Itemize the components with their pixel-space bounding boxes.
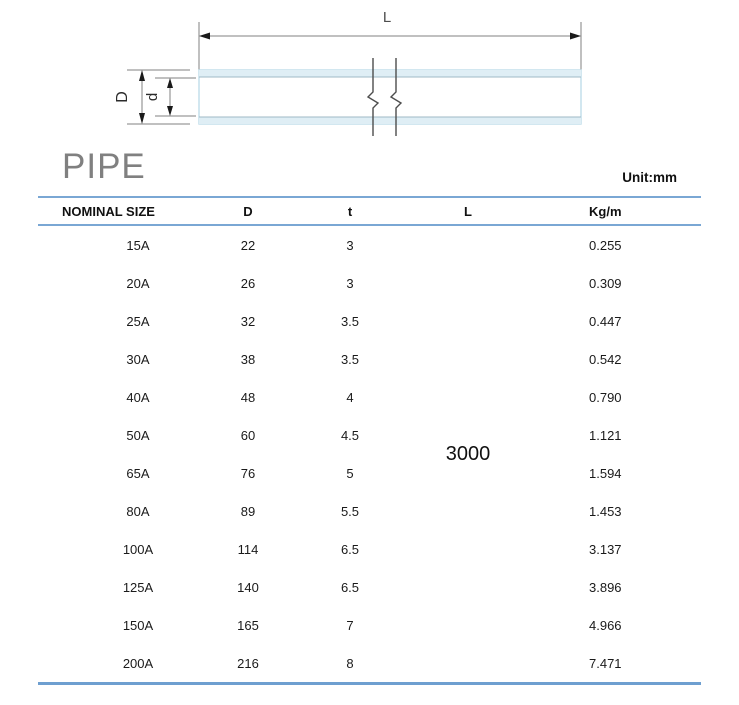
cell-kg-per-m: 1.453 (589, 503, 622, 519)
cell-kg-per-m: 1.121 (589, 427, 622, 443)
cell-d: 76 (240, 465, 256, 481)
cell-nominal-size: 100A (122, 541, 154, 557)
table-row: 100A 114 6.5 3.137 (38, 530, 701, 568)
cell-t: 7 (346, 617, 354, 633)
cell-nominal-size: 80A (126, 503, 150, 519)
cell-kg-per-m: 4.966 (589, 617, 622, 633)
table-row: 65A 76 5 1.594 (38, 454, 701, 492)
pipe-drawing-svg: L D d (114, 9, 582, 136)
cell-nominal-size: 50A (126, 427, 150, 443)
table-header-rule (38, 224, 701, 226)
table-bottom-rule (38, 682, 701, 685)
cell-nominal-size: 20A (126, 275, 150, 291)
table-row: 20A 26 3 0.309 (38, 264, 701, 302)
cell-nominal-size: 40A (126, 389, 150, 405)
table-row: 125A 140 6.5 3.896 (38, 568, 701, 606)
cell-t: 5.5 (340, 503, 360, 519)
table-body: 3000 15A 22 3 0.255 20A 26 3 0.309 25A 32 3.5 0.447… (38, 226, 701, 682)
table-row: 150A 165 7 4.966 (38, 606, 701, 644)
table-top-rule (38, 196, 701, 198)
cell-d: 216 (237, 655, 259, 671)
cell-d: 32 (240, 313, 256, 329)
cell-nominal-size: 15A (126, 237, 150, 253)
cell-nominal-size: 200A (122, 655, 154, 671)
page-title: PIPE (62, 147, 146, 186)
cell-d: 26 (240, 275, 256, 291)
cell-t: 3 (346, 275, 354, 291)
table-header-row: NOMINAL SIZE D t L Kg/m (38, 198, 701, 224)
column-header-nominal-size: NOMINAL SIZE (62, 203, 155, 219)
table-row: 80A 89 5.5 1.453 (38, 492, 701, 530)
cell-nominal-size: 25A (126, 313, 150, 329)
cell-kg-per-m: 0.447 (589, 313, 622, 329)
cell-t: 3.5 (340, 313, 360, 329)
cell-t: 4 (346, 389, 354, 405)
cell-kg-per-m: 0.255 (589, 237, 622, 253)
pipe-outline (198, 69, 582, 125)
cell-nominal-size: 125A (122, 579, 154, 595)
cell-d: 22 (240, 237, 256, 253)
cell-kg-per-m: 0.542 (589, 351, 622, 367)
outer-diameter-label: D (114, 91, 131, 103)
inner-diameter-arrowhead-top (167, 78, 173, 88)
column-header-d: D (243, 203, 253, 219)
inner-diameter-label: d (144, 93, 161, 101)
column-header-kg-per-m: Kg/m (589, 203, 622, 219)
cell-d: 165 (237, 617, 259, 633)
cell-t: 5 (346, 465, 354, 481)
cell-nominal-size: 65A (126, 465, 150, 481)
cell-t: 8 (346, 655, 354, 671)
length-merged-cell: 3000 (445, 442, 491, 465)
cell-kg-per-m: 0.790 (589, 389, 622, 405)
cell-nominal-size: 30A (126, 351, 150, 367)
pipe-technical-drawing: L D d (0, 0, 739, 150)
cell-t: 3.5 (340, 351, 360, 367)
cell-kg-per-m: 3.137 (589, 541, 622, 557)
cell-t: 3 (346, 237, 354, 253)
table-row: 30A 38 3.5 0.542 (38, 340, 701, 378)
length-label: L (383, 9, 391, 26)
cell-kg-per-m: 7.471 (589, 655, 622, 671)
length-arrowhead-left (199, 32, 210, 40)
column-header-t: t (347, 203, 353, 219)
cell-d: 38 (240, 351, 256, 367)
cell-t: 6.5 (340, 579, 360, 595)
table-row: 15A 22 3 0.255 (38, 226, 701, 264)
pipe-wall-top (199, 70, 581, 77)
cell-kg-per-m: 1.594 (589, 465, 622, 481)
title-block: PIPE Unit:mm (0, 146, 739, 198)
break-line-left (366, 58, 380, 136)
cell-t: 4.5 (340, 427, 360, 443)
table-row: 40A 48 4 0.790 (38, 378, 701, 416)
cell-d: 60 (240, 427, 256, 443)
table-row: 200A 216 8 7.471 (38, 644, 701, 682)
cell-kg-per-m: 0.309 (589, 275, 622, 291)
table-row: 25A 32 3.5 0.447 (38, 302, 701, 340)
length-arrowhead-right (570, 32, 581, 40)
cell-t: 6.5 (340, 541, 360, 557)
unit-label: Unit:mm (622, 170, 677, 185)
outer-diameter-arrowhead-top (139, 70, 145, 81)
column-header-l: L (464, 203, 472, 219)
cell-d: 48 (240, 389, 256, 405)
cell-d: 89 (240, 503, 256, 519)
outer-diameter-arrowhead-bottom (139, 113, 145, 124)
cell-d: 140 (237, 579, 259, 595)
cell-nominal-size: 150A (122, 617, 154, 633)
table-row: 50A 60 4.5 1.121 (38, 416, 701, 454)
pipe-spec-table: NOMINAL SIZE D t L Kg/m 3000 15A 22 3 0.255… (38, 196, 701, 685)
pipe-wall-bottom (199, 117, 581, 124)
cell-d: 114 (237, 541, 259, 557)
cell-kg-per-m: 3.896 (589, 579, 622, 595)
inner-diameter-arrowhead-bottom (167, 106, 173, 116)
break-line-right (389, 58, 403, 136)
